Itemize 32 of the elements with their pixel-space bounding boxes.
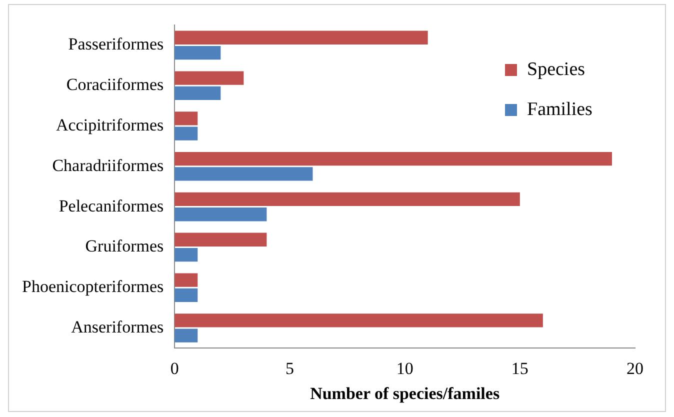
x-tick-label: 15 <box>511 358 528 378</box>
x-tick-label: 10 <box>396 358 414 378</box>
bar <box>174 232 267 246</box>
bar <box>174 86 221 100</box>
bar <box>174 288 198 302</box>
bar <box>174 71 244 85</box>
bar <box>174 30 428 44</box>
y-tick-label: Charadriiformes <box>52 156 164 175</box>
x-axis-title: Number of species/familes <box>310 384 500 404</box>
bar <box>174 46 221 60</box>
x-tick-label: 0 <box>170 358 179 378</box>
bar <box>174 126 198 140</box>
x-tick-label: 5 <box>285 358 294 378</box>
y-tick-label: Passeriformes <box>68 34 164 54</box>
bar <box>174 152 612 166</box>
y-tick-label: Coraciiformes <box>66 75 164 94</box>
bar <box>174 192 520 206</box>
y-tick-label: Accipitriformes <box>56 115 164 134</box>
y-tick-label: Phoenicopteriformes <box>22 277 164 296</box>
y-tick-label: Gruiformes <box>85 236 164 256</box>
bar <box>174 112 198 126</box>
bar <box>174 208 267 222</box>
x-tick-label: 20 <box>626 358 644 378</box>
legend-label: Species <box>527 58 586 80</box>
y-tick-label: Pelecaniformes <box>58 196 164 216</box>
bar <box>174 167 313 181</box>
y-tick-label: Anseriformes <box>71 317 164 336</box>
bar <box>174 248 198 262</box>
bar <box>174 328 198 342</box>
bar <box>174 314 543 328</box>
legend-label: Families <box>527 98 592 120</box>
bar <box>174 273 198 287</box>
